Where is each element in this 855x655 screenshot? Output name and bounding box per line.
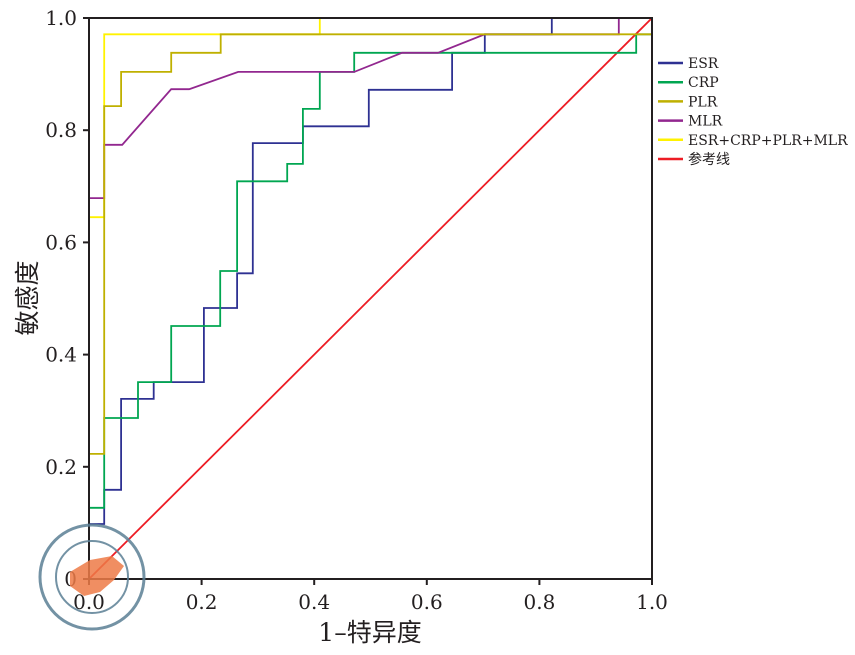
x-tick-label: 0.8 bbox=[523, 590, 555, 614]
y-tick-label: 1.0 bbox=[45, 6, 77, 30]
series-line-plr bbox=[88, 33, 652, 579]
ticks-layer: 0.00.20.40.60.81.000.20.40.60.81.0 bbox=[45, 6, 668, 614]
y-tick-label: 0.8 bbox=[45, 118, 77, 142]
y-tick-label: 0.6 bbox=[45, 230, 77, 254]
x-tick-label: 1.0 bbox=[636, 590, 668, 614]
watermark-logo bbox=[38, 523, 146, 631]
legend-label: 参考线 bbox=[688, 151, 730, 168]
series-line-crp bbox=[88, 33, 652, 579]
y-tick-label: 0.2 bbox=[45, 455, 77, 479]
legend-label: CRP bbox=[688, 75, 719, 91]
legend-label: MLR bbox=[688, 114, 723, 130]
x-tick-label: 0.2 bbox=[186, 590, 218, 614]
plot-frame bbox=[88, 17, 653, 580]
y-axis-label: 敏感度 bbox=[13, 260, 42, 335]
legend-label: PLR bbox=[688, 94, 718, 110]
legend-label: ESR bbox=[688, 56, 719, 72]
x-tick-label: 0.6 bbox=[411, 590, 443, 614]
x-tick-label: 0.4 bbox=[298, 590, 330, 614]
x-axis-label: 1–特异度 bbox=[318, 618, 421, 647]
legend: ESR CRP PLR MLR ESR+CRP+PLR+MLR 参考线 bbox=[658, 56, 848, 168]
series-line- bbox=[88, 17, 653, 580]
y-tick-label: 0.4 bbox=[45, 343, 77, 367]
series-layer bbox=[88, 17, 653, 580]
legend-label: ESR+CRP+PLR+MLR bbox=[688, 133, 848, 149]
